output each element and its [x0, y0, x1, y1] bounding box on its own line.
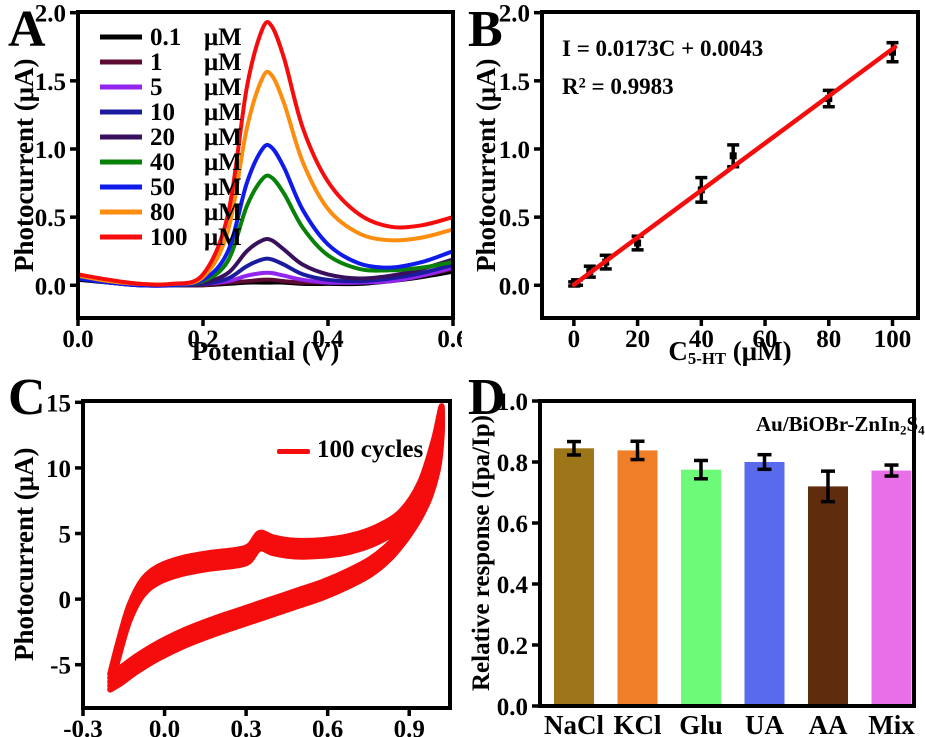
svg-text:0.0: 0.0 — [499, 273, 530, 300]
svg-text:1.5: 1.5 — [35, 69, 66, 96]
svg-text:0.1: 0.1 — [150, 24, 181, 51]
panel-d-y-axis-title: Relative response (Ipa/Ip) — [468, 415, 495, 692]
svg-text:1.5: 1.5 — [499, 69, 530, 96]
panel-b-x-title-sub: 5-HT — [687, 349, 727, 369]
panel-a-label: A — [8, 1, 46, 58]
panel-d-label: D — [468, 369, 506, 426]
material-annotation-sub2: 4 — [918, 422, 925, 438]
material-annotation-mid: S — [906, 412, 919, 436]
svg-text:NaCl: NaCl — [544, 710, 604, 737]
material-annotation: Au/BiOBr-ZnIn2S4 — [756, 412, 925, 438]
fit-equation: I = 0.0173C + 0.0043 — [562, 36, 764, 61]
svg-text:-5: -5 — [50, 653, 71, 680]
panel-c-label: C — [8, 369, 46, 426]
svg-text:μM: μM — [204, 49, 242, 76]
material-annotation-base: Au/BiOBr-ZnIn — [756, 412, 900, 436]
svg-text:5: 5 — [59, 522, 72, 549]
svg-text:1.0: 1.0 — [35, 137, 66, 164]
svg-text:60: 60 — [753, 326, 778, 353]
panel-a-x-axis-title: Potential (V) — [191, 336, 340, 366]
svg-text:15: 15 — [46, 390, 71, 417]
panel-b-calibration-chart: 0 20 40 60 80 100 0.0 0.5 1.0 1.5 2.0 — [499, 1, 920, 353]
svg-text:μM: μM — [204, 149, 242, 176]
svg-text:0.4: 0.4 — [312, 326, 344, 353]
panel-a-dpv-chart: 0.0 0.2 0.4 0.6 0.0 0.5 1.0 1.5 2.0 0.1 μM 1 μM 5 μM 10… — [35, 1, 462, 353]
svg-text:KCl: KCl — [613, 710, 662, 737]
r-squared-value: = 0.9983 — [585, 74, 674, 99]
material-annotation-sub1: 2 — [899, 422, 907, 438]
svg-text:1.0: 1.0 — [499, 137, 530, 164]
r-squared-base: R — [562, 74, 579, 99]
panel-c-cv-chart: -0.3 0.0 0.3 0.6 0.9 -5 0 5 10 15 — [46, 390, 452, 737]
svg-text:μM: μM — [204, 199, 242, 226]
svg-text:0.2: 0.2 — [497, 633, 528, 660]
svg-text:0.0: 0.0 — [497, 694, 528, 721]
svg-text:40: 40 — [689, 326, 714, 353]
svg-text:5: 5 — [150, 74, 163, 101]
svg-text:Mix: Mix — [868, 710, 915, 737]
svg-text:0.5: 0.5 — [35, 205, 66, 232]
svg-text:20: 20 — [625, 326, 650, 353]
svg-text:0: 0 — [59, 587, 72, 614]
panel-a-y-axis-title: Photocurrent (μA) — [9, 58, 39, 272]
svg-text:0.0: 0.0 — [149, 716, 180, 737]
svg-text:0.6: 0.6 — [437, 326, 462, 353]
r-squared-exponent: 2 — [578, 75, 586, 92]
svg-text:20: 20 — [150, 124, 175, 151]
svg-text:μM: μM — [204, 24, 242, 51]
svg-text:0.0: 0.0 — [62, 326, 93, 353]
svg-text:0: 0 — [568, 326, 581, 353]
panel-b-x-axis-title: C5-HT (μM) — [542, 336, 918, 369]
svg-text:80: 80 — [816, 326, 841, 353]
svg-text:0.6: 0.6 — [312, 716, 343, 737]
svg-text:100: 100 — [150, 224, 188, 251]
svg-text:μM: μM — [204, 174, 242, 201]
fit-r-squared: R2 = 0.9983 — [562, 74, 674, 100]
svg-text:2.0: 2.0 — [35, 1, 66, 28]
svg-text:0.5: 0.5 — [499, 205, 530, 232]
svg-text:μM: μM — [204, 74, 242, 101]
panel-d-bar-chart: 0.0 0.2 0.4 0.6 0.8 1.0 NaCl KCl Glu UA AA Mix — [497, 389, 916, 737]
svg-text:1: 1 — [150, 49, 163, 76]
panel-b-x-title-base: C — [668, 336, 688, 366]
svg-text:-0.3: -0.3 — [63, 716, 103, 737]
svg-text:80: 80 — [150, 199, 175, 226]
svg-text:50: 50 — [150, 174, 175, 201]
svg-text:0.8: 0.8 — [497, 450, 528, 477]
svg-text:0.3: 0.3 — [230, 716, 261, 737]
svg-text:μM: μM — [204, 224, 242, 251]
svg-text:40: 40 — [150, 149, 175, 176]
panel-c-y-axis-title: Photocurrent (μA) — [9, 447, 39, 662]
svg-text:μM: μM — [204, 124, 242, 151]
svg-text:0.4: 0.4 — [497, 572, 529, 599]
svg-text:1.0: 1.0 — [497, 389, 528, 416]
svg-text:0.0: 0.0 — [35, 273, 66, 300]
svg-text:Glu: Glu — [679, 710, 723, 737]
svg-text:μM: μM — [204, 99, 242, 126]
svg-text:10: 10 — [46, 456, 71, 483]
panel-b-y-axis-title: Photocurrent (μA) — [471, 58, 501, 272]
svg-text:0.6: 0.6 — [497, 511, 528, 538]
svg-text:100: 100 — [874, 326, 912, 353]
svg-text:2.0: 2.0 — [499, 1, 530, 28]
cycles-legend-line-swatch — [277, 449, 310, 454]
svg-text:AA: AA — [809, 710, 848, 737]
svg-text:10: 10 — [150, 99, 175, 126]
svg-text:0.2: 0.2 — [187, 326, 218, 353]
cycles-legend-label: 100 cycles — [317, 436, 424, 463]
svg-text:UA: UA — [745, 710, 784, 737]
svg-text:0.9: 0.9 — [394, 716, 425, 737]
panel-b-x-title-unit: (μM) — [726, 336, 792, 366]
panel-b-label: B — [468, 1, 503, 58]
